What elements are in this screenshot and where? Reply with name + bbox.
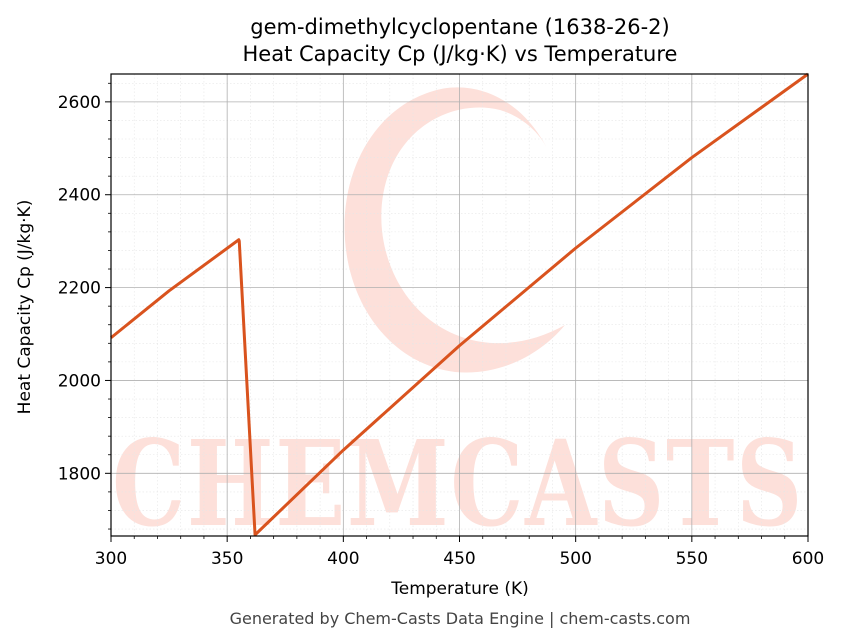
x-tick-label: 550: [676, 549, 708, 569]
y-tick-label: 2000: [58, 371, 101, 391]
footer-credit: Generated by Chem-Casts Data Engine | ch…: [230, 609, 691, 628]
y-axis-label: Heat Capacity Cp (J/kg·K): [15, 200, 35, 415]
watermark: CHEMCASTS: [112, 87, 804, 553]
x-tick-label: 450: [443, 549, 475, 569]
y-tick-label: 1800: [58, 464, 101, 484]
x-axis-label: Temperature (K): [390, 579, 529, 599]
y-tick-label: 2200: [58, 279, 101, 299]
grid-major: [111, 74, 808, 536]
y-tick-label: 2600: [58, 93, 101, 113]
y-tick-label: 2400: [58, 186, 101, 206]
chart-title-line1: gem-dimethylcyclopentane (1638-26-2): [250, 15, 669, 39]
series-line: [110, 72, 809, 537]
y-axis: 1800 2000 2200 2400 2600: [58, 82, 111, 530]
x-tick-label: 600: [792, 549, 824, 569]
watermark-swirl-icon: [344, 87, 565, 373]
x-tick-label: 300: [95, 549, 127, 569]
x-tick-label: 400: [327, 549, 359, 569]
x-tick-label: 350: [211, 549, 243, 569]
watermark-text: CHEMCASTS: [112, 414, 804, 553]
chart-title-line2: Heat Capacity Cp (J/kg·K) vs Temperature: [243, 42, 678, 66]
x-tick-label: 500: [559, 549, 591, 569]
x-axis: 300 350 400 450 500 550 600: [95, 536, 824, 569]
